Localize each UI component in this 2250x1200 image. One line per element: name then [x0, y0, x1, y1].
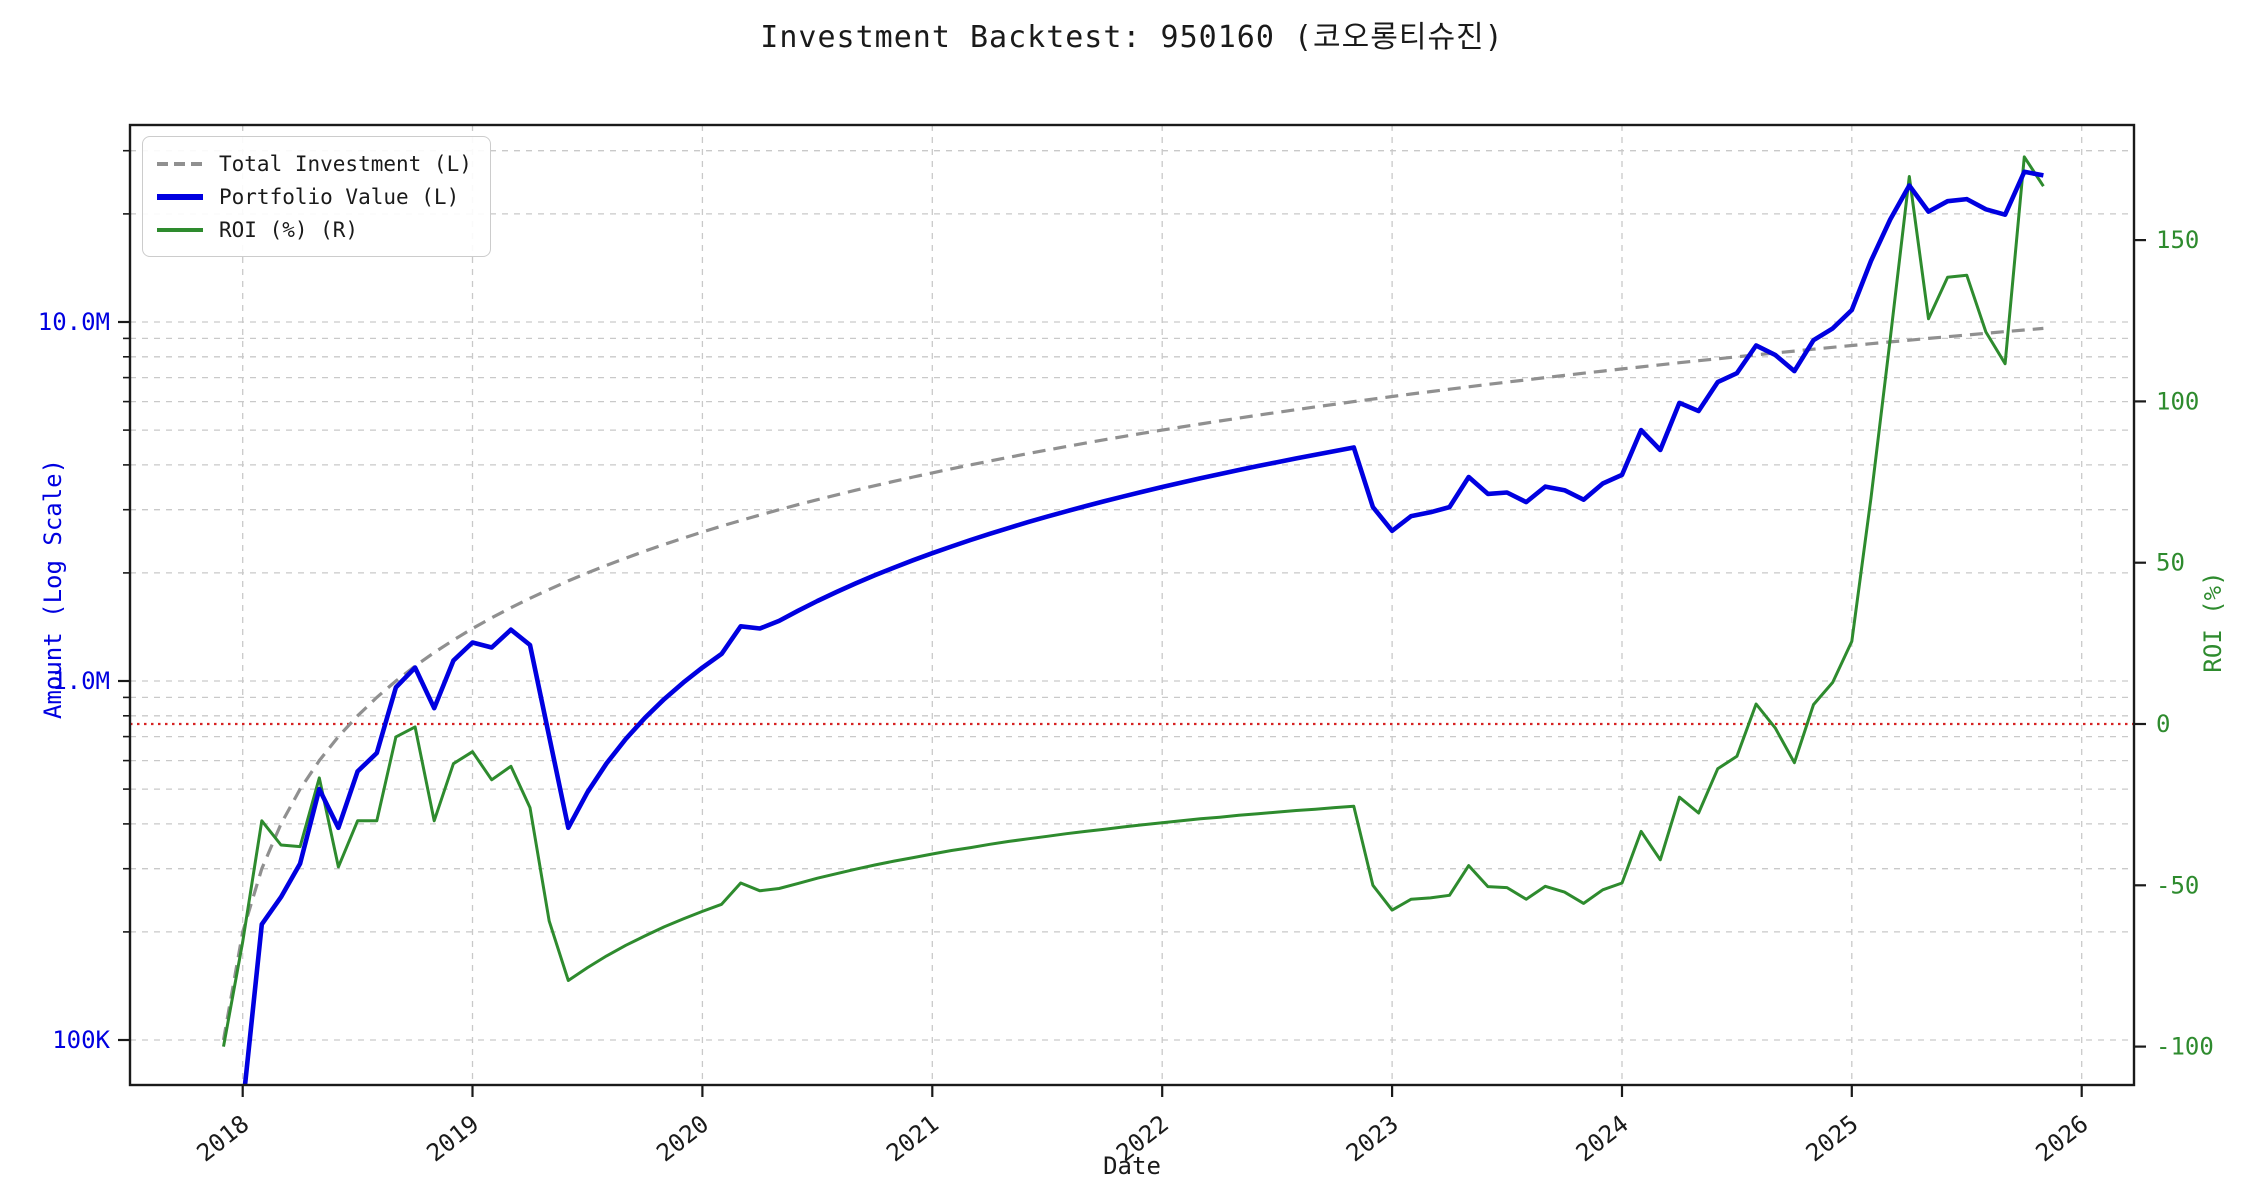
left-axis-tick-label: 10.0M: [38, 308, 110, 336]
chart-title: Investment Backtest: 950160 (코오롱티슈진): [760, 20, 1504, 55]
legend-item-roi: ROI (%) (R): [157, 213, 472, 246]
left-axis-tick-label: 100K: [52, 1026, 110, 1054]
legend-label-roi: ROI (%) (R): [219, 217, 359, 242]
legend-label-total-investment: Total Investment (L): [219, 151, 472, 176]
roi-line: [222, 155, 2045, 1047]
y-axis-label-right: ROI (%): [2199, 571, 2227, 673]
legend: Total Investment (L) Portfolio Value (L)…: [142, 136, 491, 257]
right-axis-tick-label: 150: [2156, 226, 2199, 254]
portfolio-value-line: [242, 169, 2044, 1085]
solid-line-icon: [157, 193, 203, 200]
solid-line-icon: [157, 227, 203, 232]
left-axis-tick-label: 1.0M: [52, 667, 110, 695]
x-axis-label: Date: [1103, 1152, 1161, 1180]
right-axis-tick-label: 100: [2156, 387, 2199, 415]
grid-lines: [130, 125, 2134, 1085]
plot-border: [128, 123, 2136, 1087]
legend-item-portfolio-value: Portfolio Value (L): [157, 180, 472, 213]
dashed-line-icon: [157, 161, 203, 166]
total-investment-line: [221, 326, 2044, 1041]
y-axis-label-left: Amount (Log Scale): [39, 458, 67, 719]
right-axis-tick-label: -50: [2156, 871, 2199, 899]
right-axis-tick-label: 50: [2156, 549, 2185, 577]
legend-label-portfolio-value: Portfolio Value (L): [219, 184, 460, 209]
data-series: [130, 155, 2134, 1085]
legend-item-total-investment: Total Investment (L): [157, 147, 472, 180]
right-axis-tick-label: -100: [2156, 1033, 2214, 1061]
right-axis-tick-label: 0: [2156, 710, 2170, 738]
